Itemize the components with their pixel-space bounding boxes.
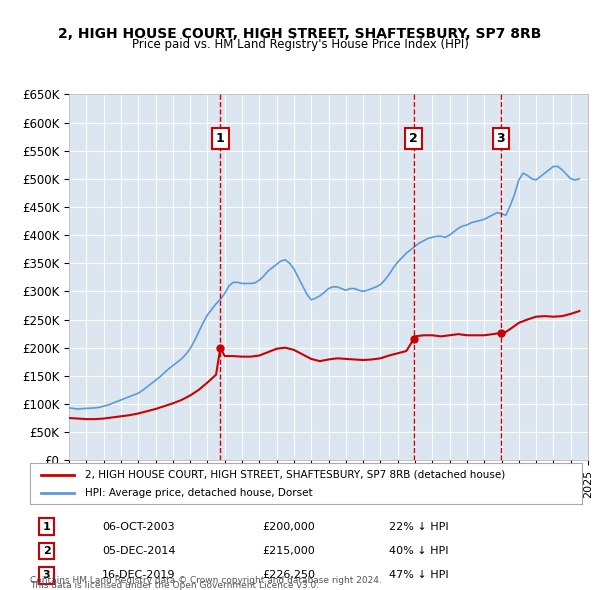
Text: 3: 3 [43, 571, 50, 580]
Text: 3: 3 [496, 132, 505, 145]
Text: £215,000: £215,000 [262, 546, 314, 556]
Text: 2, HIGH HOUSE COURT, HIGH STREET, SHAFTESBURY, SP7 8RB: 2, HIGH HOUSE COURT, HIGH STREET, SHAFTE… [58, 27, 542, 41]
Text: 2: 2 [43, 546, 50, 556]
Text: 1: 1 [216, 132, 225, 145]
Text: HPI: Average price, detached house, Dorset: HPI: Average price, detached house, Dors… [85, 488, 313, 498]
Text: Contains HM Land Registry data © Crown copyright and database right 2024.: Contains HM Land Registry data © Crown c… [30, 576, 382, 585]
Text: 05-DEC-2014: 05-DEC-2014 [102, 546, 175, 556]
Text: 47% ↓ HPI: 47% ↓ HPI [389, 571, 448, 580]
Text: 40% ↓ HPI: 40% ↓ HPI [389, 546, 448, 556]
Text: Price paid vs. HM Land Registry's House Price Index (HPI): Price paid vs. HM Land Registry's House … [131, 38, 469, 51]
Text: 1: 1 [43, 522, 50, 532]
Text: 16-DEC-2019: 16-DEC-2019 [102, 571, 175, 580]
Text: 2: 2 [409, 132, 418, 145]
Text: 2, HIGH HOUSE COURT, HIGH STREET, SHAFTESBURY, SP7 8RB (detached house): 2, HIGH HOUSE COURT, HIGH STREET, SHAFTE… [85, 470, 505, 480]
Text: 06-OCT-2003: 06-OCT-2003 [102, 522, 175, 532]
Text: This data is licensed under the Open Government Licence v3.0.: This data is licensed under the Open Gov… [30, 581, 319, 590]
Text: £200,000: £200,000 [262, 522, 314, 532]
Text: 22% ↓ HPI: 22% ↓ HPI [389, 522, 448, 532]
Text: £226,250: £226,250 [262, 571, 315, 580]
